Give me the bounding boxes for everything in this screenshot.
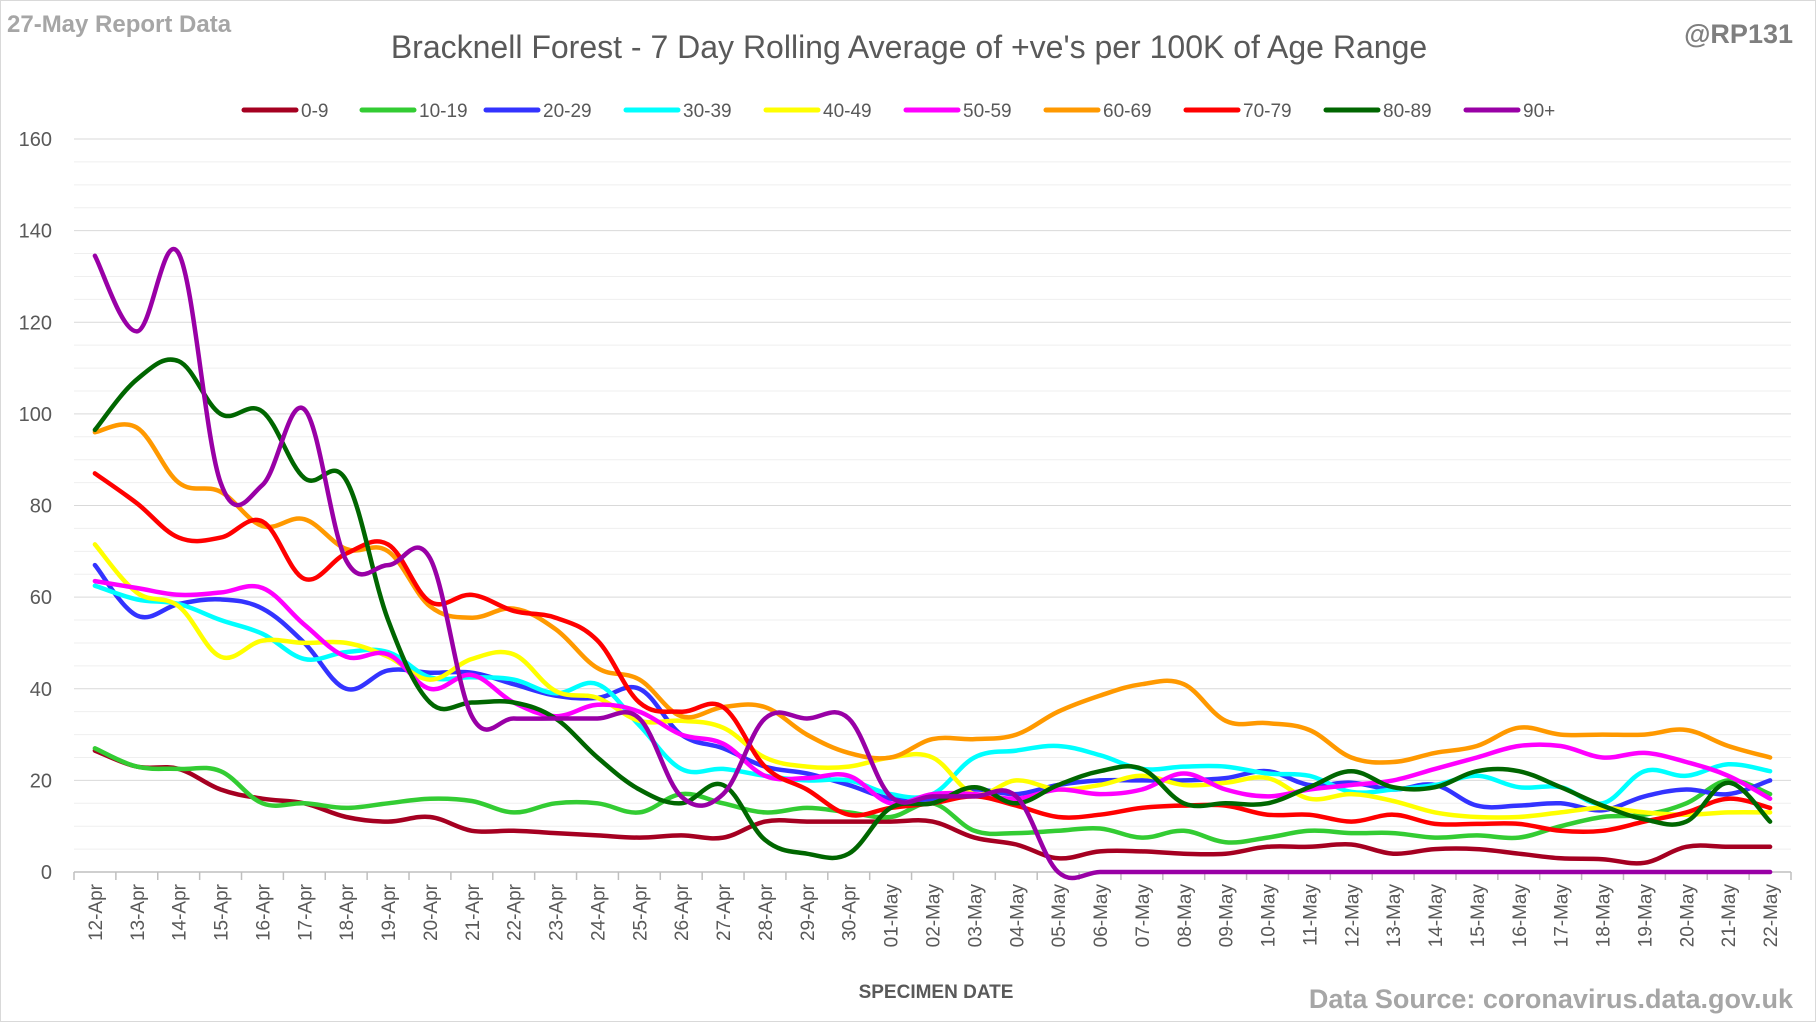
series-line-60-69 [92,422,1773,765]
x-tick-label: 22-Apr [505,883,526,941]
y-tick-label: 100 [19,404,52,426]
x-tick-label: 18-Apr [337,883,358,941]
x-tick-label: 17-Apr [295,883,316,941]
x-tick-label: 24-Apr [588,883,609,941]
legend-item-0-9: 0-9 [241,101,328,122]
series-line-0-9 [92,748,1773,866]
series-line-40-49 [92,542,1773,820]
x-tick-label: 30-Apr [840,883,861,941]
y-tick-label: 120 [19,312,52,334]
x-tick-label: 09-May [1217,884,1238,948]
x-tick-label: 15-May [1468,884,1489,948]
x-tick-label: 21-Apr [463,883,484,941]
legend-label: 10-19 [419,101,468,122]
x-axis-label: SPECIMEN DATE [859,982,1014,1003]
data-source-label: Data Source: coronavirus.data.gov.uk [1308,984,1793,1014]
x-tick-label: 06-May [1091,884,1112,948]
y-tick-label: 40 [30,679,52,701]
y-tick-label: 160 [19,129,52,151]
x-tick-label: 11-May [1300,884,1321,946]
x-tick-label: 12-May [1342,884,1363,948]
x-tick-label: 25-Apr [630,883,651,941]
x-tick-label: 28-Apr [756,883,777,941]
y-tick-label: 0 [41,862,52,884]
legend-label: 20-29 [543,101,592,122]
legend-label: 80-89 [1383,101,1432,122]
series-lines [92,247,1773,881]
x-tick-label: 15-Apr [212,883,233,941]
legend: 0-9 10-19 20-29 30-39 40-49 50-59 60-69 70-79 80… [241,101,1555,122]
x-tick-label: 22-May [1761,884,1782,948]
legend-label: 0-9 [301,101,328,122]
x-tick-label: 14-Apr [170,883,191,941]
x-tick-label: 13-Apr [128,883,149,941]
x-tick-label: 19-Apr [379,883,400,941]
axes: 0 20 40 60 80 100 120 140 160 12-Apr 13-Apr 14-Apr 1… [19,129,1792,948]
x-tick-label: 07-May [1133,884,1154,948]
legend-item-50-59: 50-59 [903,101,1012,122]
legend-label: 40-49 [823,101,872,122]
x-tick-label: 16-May [1510,884,1531,948]
legend-item-40-49: 40-49 [763,101,872,122]
series-line-50-59 [92,578,1773,807]
author-handle: @RP131 [1684,19,1793,49]
x-tick-label: 20-May [1677,884,1698,948]
x-tick-label: 27-Apr [714,883,735,941]
x-tick-label: 04-May [1007,884,1028,948]
legend-label: 90+ [1523,101,1555,122]
x-tick-label: 10-May [1259,884,1280,948]
x-tick-label: 29-Apr [798,883,819,941]
x-tick-label: 03-May [965,884,986,948]
legend-label: 50-59 [963,101,1012,122]
legend-item-60-69: 60-69 [1043,101,1152,122]
legend-item-30-39: 30-39 [623,101,732,122]
x-tick-label: 08-May [1175,884,1196,948]
series-line-80-89 [92,357,1773,861]
legend-item-70-79: 70-79 [1183,101,1292,122]
y-tick-label: 80 [30,496,52,518]
x-tick-label: 16-Apr [253,883,274,941]
x-tick-label: 21-May [1719,884,1740,948]
x-tick-label: 14-May [1426,884,1447,948]
series-line-20-29 [92,562,1773,813]
legend-label: 30-39 [683,101,732,122]
x-tick-label: 02-May [924,884,945,948]
y-tick-label: 60 [30,587,52,609]
x-tick-label: 23-Apr [547,883,568,941]
x-tick-label: 05-May [1049,884,1070,948]
legend-label: 70-79 [1243,101,1292,122]
legend-item-80-89: 80-89 [1323,101,1432,122]
series-line-90plus [92,247,1773,881]
x-tick-label: 18-May [1594,884,1615,948]
legend-item-20-29: 20-29 [483,101,592,122]
y-tick-label: 140 [19,221,52,243]
chart-title: Bracknell Forest - 7 Day Rolling Average… [391,29,1427,65]
x-tick-label: 20-Apr [421,883,442,941]
x-tick-label: 19-May [1635,884,1656,948]
x-tick-label: 17-May [1552,884,1573,948]
x-tick-label: 01-May [882,884,903,948]
x-tick-label: 12-Apr [86,883,107,941]
y-tick-label: 20 [30,770,52,792]
x-tick-label: 26-Apr [672,883,693,941]
legend-item-10-19: 10-19 [359,101,468,122]
x-tick-label: 13-May [1384,884,1405,948]
legend-item-90plus: 90+ [1463,101,1555,122]
report-date-label: 27-May Report Data [7,11,232,38]
legend-label: 60-69 [1103,101,1152,122]
